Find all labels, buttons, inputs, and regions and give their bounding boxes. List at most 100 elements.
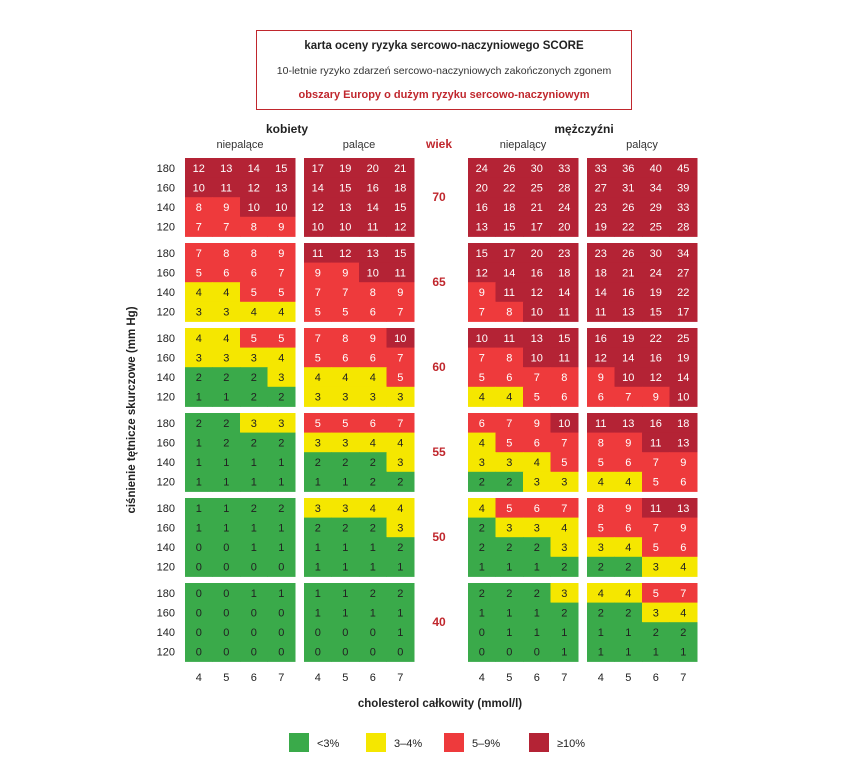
risk-cell	[331, 262, 360, 283]
risk-value: 4	[625, 588, 631, 600]
risk-cell	[614, 413, 643, 434]
risk-cell	[550, 517, 579, 538]
risk-cell	[669, 452, 698, 473]
risk-cell	[669, 471, 698, 492]
risk-value: 8	[506, 307, 512, 319]
chart-subtitle: 10-letnie ryzyko zdarzeń sercowo-naczyni…	[276, 65, 612, 77]
risk-value: 33	[595, 163, 607, 175]
risk-value: 45	[677, 163, 689, 175]
risk-value: 8	[196, 202, 202, 214]
risk-value: 13	[677, 437, 689, 449]
risk-value: 1	[223, 392, 229, 404]
risk-value: 2	[223, 437, 229, 449]
risk-value: 13	[367, 248, 379, 260]
risk-cell	[468, 177, 496, 198]
risk-cell	[523, 386, 551, 407]
risk-cell	[331, 158, 360, 179]
risk-cell	[359, 537, 387, 558]
risk-value: 13	[339, 202, 351, 214]
risk-value: 2	[370, 588, 376, 600]
risk-cell	[267, 197, 296, 218]
sbp-tick-label: 180	[157, 333, 175, 345]
risk-cell	[468, 583, 496, 604]
risk-cell	[212, 602, 241, 623]
risk-value: 8	[598, 437, 604, 449]
risk-cell	[587, 641, 615, 662]
risk-value: 1	[278, 457, 284, 469]
risk-value: 2	[278, 437, 284, 449]
risk-cell	[614, 177, 643, 198]
risk-cell	[240, 301, 268, 322]
risk-value: 14	[312, 182, 324, 194]
risk-value: 3	[315, 392, 321, 404]
risk-cell	[185, 262, 213, 283]
risk-cell	[386, 641, 415, 662]
risk-cell	[359, 197, 387, 218]
risk-cell	[614, 243, 643, 264]
risk-value: 2	[196, 372, 202, 384]
risk-cell	[669, 158, 698, 179]
risk-cell	[523, 498, 551, 519]
risk-cell	[550, 498, 579, 519]
risk-value: 10	[531, 307, 543, 319]
risk-value: 1	[534, 627, 540, 639]
risk-value: 13	[622, 418, 634, 430]
risk-value: 1	[506, 607, 512, 619]
risk-cell	[614, 498, 643, 519]
risk-value: 4	[223, 287, 229, 299]
risk-value: 0	[278, 607, 284, 619]
risk-value: 40	[650, 163, 662, 175]
risk-cell	[331, 602, 360, 623]
risk-value: 15	[275, 163, 287, 175]
risk-value: 29	[650, 202, 662, 214]
risk-value: 9	[653, 392, 659, 404]
cholesterol-tick-label: 5	[506, 672, 512, 684]
risk-value: 23	[595, 202, 607, 214]
risk-cell	[267, 177, 296, 198]
risk-value: 10	[558, 418, 570, 430]
risk-value: 3	[534, 477, 540, 489]
risk-value: 7	[397, 418, 403, 430]
risk-cell	[359, 622, 387, 643]
risk-cell	[185, 537, 213, 558]
risk-cell	[304, 301, 332, 322]
risk-cell	[642, 602, 670, 623]
risk-cell	[386, 243, 415, 264]
risk-cell	[587, 471, 615, 492]
risk-value: 25	[677, 333, 689, 345]
risk-value: 5	[251, 333, 257, 345]
risk-value: 0	[251, 562, 257, 574]
risk-cell	[212, 243, 241, 264]
risk-cell	[185, 452, 213, 473]
risk-cell	[359, 386, 387, 407]
risk-cell	[304, 583, 332, 604]
sbp-tick-label: 140	[157, 287, 175, 299]
risk-cell	[642, 328, 670, 349]
risk-value: 1	[680, 647, 686, 659]
risk-value: 6	[251, 267, 257, 279]
risk-value: 21	[622, 267, 634, 279]
risk-value: 18	[677, 418, 689, 430]
risk-cell	[523, 602, 551, 623]
risk-cell	[468, 282, 496, 303]
risk-value: 7	[196, 222, 202, 234]
risk-cell	[523, 262, 551, 283]
risk-cell	[185, 583, 213, 604]
risk-cell	[331, 517, 360, 538]
risk-cell	[642, 537, 670, 558]
risk-value: 4	[370, 372, 376, 384]
risk-cell	[267, 158, 296, 179]
risk-cell	[304, 177, 332, 198]
risk-cell	[614, 282, 643, 303]
risk-value: 1	[196, 392, 202, 404]
risk-value: 14	[558, 287, 570, 299]
risk-cell	[523, 301, 551, 322]
risk-cell	[523, 537, 551, 558]
risk-value: 0	[196, 542, 202, 554]
sbp-tick-label: 120	[157, 307, 175, 319]
risk-value: 7	[479, 307, 485, 319]
risk-value: 0	[223, 588, 229, 600]
risk-value: 4	[534, 457, 540, 469]
risk-cell	[550, 243, 579, 264]
age-label: 65	[432, 275, 446, 289]
